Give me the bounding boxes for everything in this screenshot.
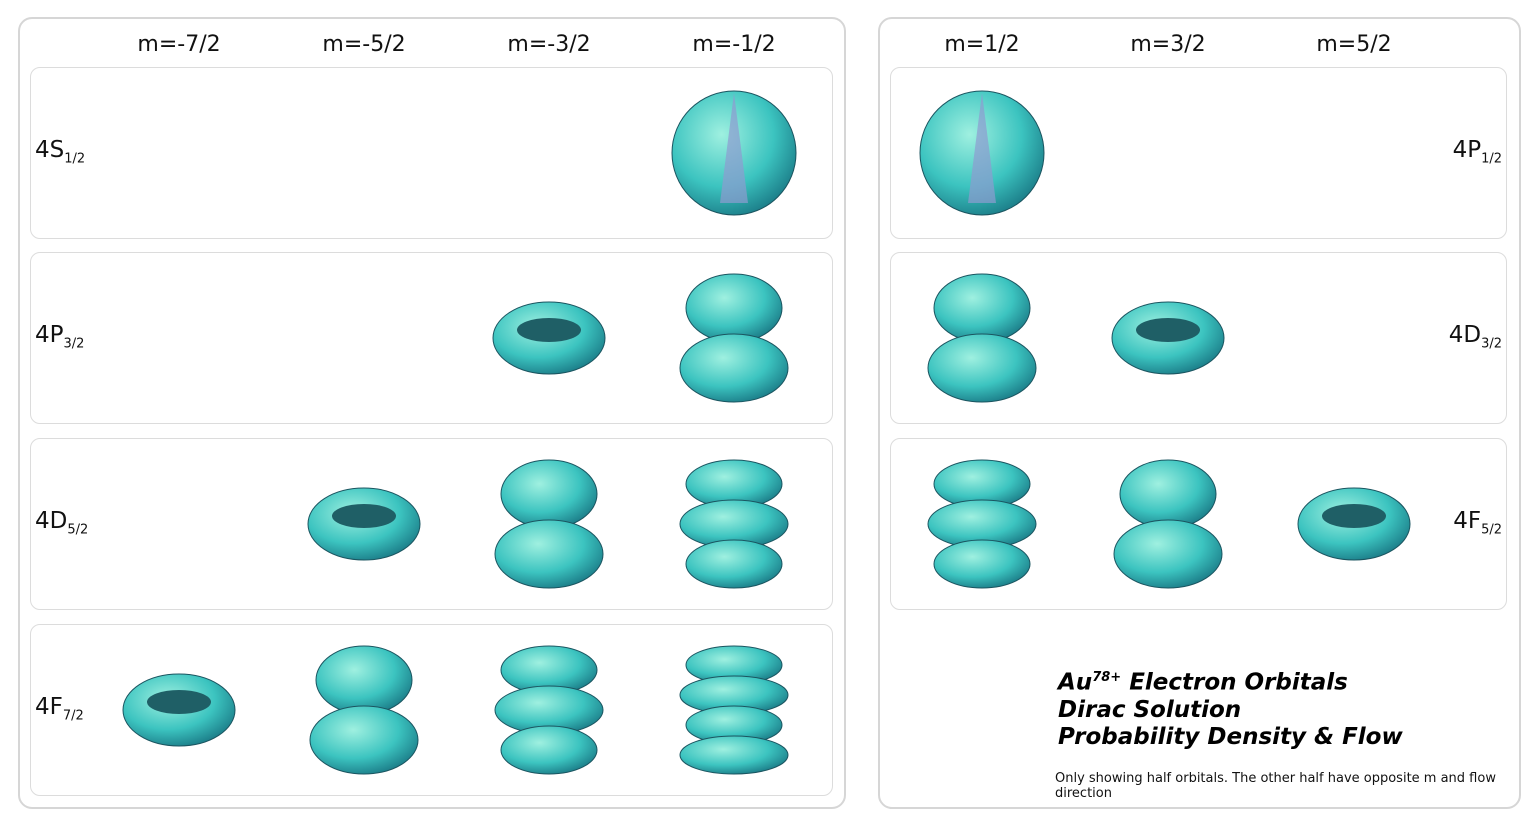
- row-box: [30, 438, 833, 610]
- label-sub: 3/2: [1481, 336, 1502, 352]
- title-line: Probability Density & Flow: [1058, 723, 1403, 750]
- label-sub: 5/2: [67, 522, 89, 538]
- label-main: 4P: [1452, 137, 1482, 163]
- orbital: [1113, 459, 1223, 589]
- orbital: [307, 487, 421, 561]
- orbital-hole: [332, 504, 396, 528]
- orbital-hole: [1136, 318, 1200, 342]
- label-sub: 1/2: [1481, 151, 1502, 167]
- row-label: 4F7/2: [35, 694, 84, 724]
- label-main: 4D: [35, 508, 68, 534]
- orbital-lobe: [933, 539, 1031, 589]
- orbital-lobe: [309, 705, 419, 775]
- orbital-hole: [517, 318, 581, 342]
- row-box: [30, 252, 833, 424]
- column-header: m=5/2: [1316, 32, 1392, 57]
- orbital-lobe: [685, 539, 783, 589]
- orbital: [494, 645, 604, 775]
- row-label: 4S1/2: [35, 137, 85, 167]
- title-line: Electron Orbitals: [1129, 669, 1348, 696]
- column-header: m=-3/2: [507, 32, 591, 57]
- row-box: [890, 438, 1507, 610]
- orbital-lobe: [494, 519, 604, 589]
- row-label: 4P3/2: [35, 322, 84, 352]
- note: Only showing half orbitals. The other ha…: [1055, 771, 1496, 801]
- orbital: [494, 459, 604, 589]
- row-box: [30, 67, 833, 239]
- orbital-cut: [720, 93, 748, 203]
- orbital: [919, 90, 1045, 216]
- column-header: m=1/2: [944, 32, 1020, 57]
- orbital-hole: [1322, 504, 1386, 528]
- row-label: 4F5/2: [1453, 508, 1502, 538]
- orbital: [1297, 487, 1411, 561]
- column-header: m=-1/2: [692, 32, 776, 57]
- orbital: [679, 645, 789, 775]
- orbital-lobe: [500, 459, 598, 529]
- orbital-lobe: [679, 333, 789, 403]
- orbital: [927, 273, 1037, 403]
- label-main: 4P: [35, 322, 64, 348]
- row-label: 4D3/2: [1449, 322, 1502, 352]
- label-sub: 7/2: [62, 708, 84, 724]
- row-label: 4D5/2: [35, 508, 88, 538]
- orbital-lobe: [1119, 459, 1217, 529]
- orbital: [492, 301, 606, 375]
- label-sub: 5/2: [1481, 522, 1502, 538]
- label-sub: 1/2: [64, 151, 86, 167]
- orbital-hole: [147, 690, 211, 714]
- row-box: [890, 252, 1507, 424]
- column-header: m=-7/2: [137, 32, 221, 57]
- row-box: [30, 624, 833, 796]
- orbital: [927, 459, 1037, 589]
- orbital: [122, 673, 236, 747]
- orbital: [309, 645, 419, 775]
- title-line: Dirac Solution: [1058, 696, 1242, 723]
- orbital-lobe: [927, 333, 1037, 403]
- orbital-lobe: [933, 273, 1031, 343]
- label-sub: 3/2: [63, 336, 85, 352]
- label-main: 4S: [35, 137, 65, 163]
- orbital-lobe: [685, 273, 783, 343]
- orbital: [679, 273, 789, 403]
- orbital-lobe: [500, 725, 598, 775]
- title-charge: 78+: [1092, 670, 1122, 685]
- orbital: [671, 90, 797, 216]
- row-label: 4P1/2: [1453, 137, 1502, 167]
- title-element: Au: [1058, 669, 1093, 696]
- orbital-lobe: [315, 645, 413, 715]
- title: Au78+ Electron Orbitals Dirac Solution Pro…: [1058, 664, 1403, 751]
- column-header: m=-5/2: [322, 32, 406, 57]
- orbital-cut: [968, 93, 996, 203]
- orbital: [1111, 301, 1225, 375]
- orbital: [679, 459, 789, 589]
- row-box: [890, 67, 1507, 239]
- label-main: 4F: [35, 694, 63, 720]
- label-main: 4F: [1453, 508, 1482, 534]
- orbital-lobe: [1113, 519, 1223, 589]
- label-main: 4D: [1448, 322, 1482, 348]
- column-header: m=3/2: [1130, 32, 1206, 57]
- orbital-lobe: [679, 735, 789, 775]
